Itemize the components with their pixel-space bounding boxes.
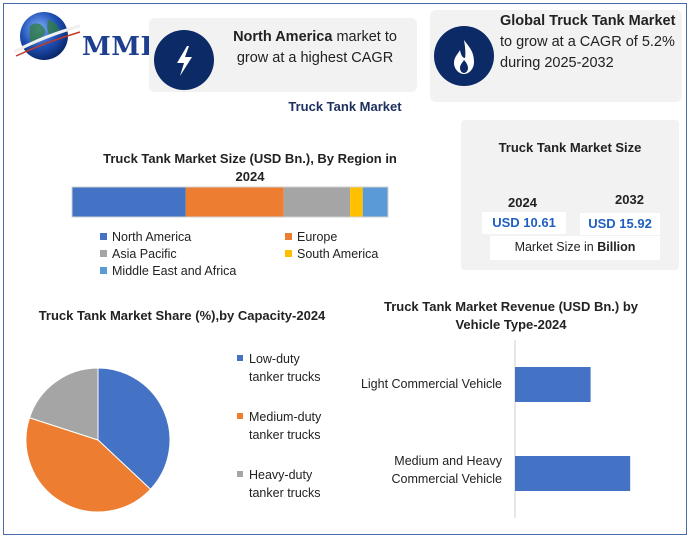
lightning-icon	[177, 46, 192, 76]
category-light-commercial: Light Commercial Vehicle	[360, 377, 502, 391]
pie-slice-low-duty-tanker-trucks	[97, 367, 171, 490]
region-legend-item-asia-pacific: Asia Pacific	[100, 247, 177, 261]
legend-label: Low-duty tanker trucks	[249, 352, 321, 384]
center-title: Truck Tank Market	[288, 99, 402, 114]
region-legend-item-south-america: South America	[285, 247, 378, 261]
vehicle-bar-medium-and-heavy-commercial-vehicle	[515, 456, 631, 491]
category-medium-heavy: Medium and Heavy Commercial Vehicle	[391, 454, 502, 486]
legend-label: Medium-duty tanker trucks	[249, 410, 322, 442]
legend-swatch	[100, 267, 107, 274]
headline-left-rest: market to grow at a highest CAGR	[236, 29, 397, 66]
legend-bullet	[237, 413, 243, 419]
legend-bullet	[237, 355, 243, 361]
region-segment-north-america	[72, 187, 186, 217]
region-segment-middle-east-and-africa	[362, 187, 388, 217]
value-2024: USD 10.61	[482, 212, 566, 234]
globe-icon	[13, 12, 81, 60]
legend-label: Middle East and Africa	[112, 264, 237, 278]
capacity-legend-item-low-duty-tanker-trucks: Low-duty tanker trucks	[237, 350, 337, 386]
pie-slice-heavy-duty-tanker-trucks	[28, 367, 99, 441]
value-2032: USD 15.92	[580, 213, 660, 235]
headline-left-text: North America market to grow at a highes…	[222, 27, 408, 69]
headline-left-bold: North America	[233, 29, 333, 45]
legend-swatch	[100, 233, 107, 240]
logo-text: MMR	[82, 32, 163, 62]
market-size-note: Market Size in Billion	[490, 236, 660, 260]
pie-slice-medium-duty-tanker-trucks	[25, 417, 152, 513]
region-stacked-bar-chart	[71, 186, 389, 218]
flame-icon	[454, 40, 474, 74]
region-segment-europe	[185, 187, 284, 217]
legend-label: South America	[297, 247, 379, 261]
headline-right-bold: Global Truck Tank Market	[500, 13, 676, 29]
headline-right-rest: to grow at a CAGR of 5.2% during 2025-20…	[500, 34, 675, 71]
market-size-note-bold: Billion	[597, 240, 636, 254]
capacity-legend-item-medium-duty-tanker-trucks: Medium-duty tanker trucks	[237, 408, 337, 444]
year-2024-label: 2024	[508, 195, 537, 210]
vehicle-chart-title: Truck Tank Market Revenue (USD Bn.) by V…	[383, 299, 639, 332]
capacity-chart-title: Truck Tank Market Share (%),by Capacity-…	[38, 308, 326, 323]
legend-swatch	[100, 250, 107, 257]
market-size-note-prefix: Market Size in	[514, 240, 598, 254]
region-segment-asia-pacific	[283, 187, 351, 217]
region-legend-item-middle-east-and-africa: Middle East and Africa	[100, 264, 236, 278]
legend-swatch	[285, 250, 292, 257]
infographic-frame	[3, 3, 687, 535]
region-legend-item-europe: Europe	[285, 230, 337, 244]
vehicle-bar-light-commercial-vehicle	[515, 367, 591, 402]
region-bar-outline	[71, 186, 389, 218]
region-legend-item-north-america: North America	[100, 230, 191, 244]
vehicle-bar-chart	[514, 340, 631, 518]
region-segment-south-america	[350, 187, 363, 217]
region-chart-title: Truck Tank Market Size (USD Bn.), By Reg…	[103, 151, 397, 184]
headline-right-icon-circle	[434, 26, 494, 86]
headline-right-text: Global Truck Tank Market to grow at a CA…	[500, 11, 676, 74]
legend-bullet	[237, 471, 243, 477]
legend-label: Heavy-duty tanker trucks	[249, 468, 321, 500]
legend-swatch	[285, 233, 292, 240]
headline-left-icon-circle	[154, 30, 214, 90]
year-2032-label: 2032	[615, 192, 644, 207]
capacity-legend-item-heavy-duty-tanker-trucks: Heavy-duty tanker trucks	[237, 466, 337, 502]
legend-label: Europe	[297, 230, 338, 244]
legend-label: North America	[112, 230, 192, 244]
legend-label: Asia Pacific	[112, 247, 177, 261]
capacity-pie-chart	[25, 367, 171, 513]
mmr-logo: MMR	[12, 8, 162, 66]
market-size-title: Truck Tank Market Size	[498, 140, 642, 155]
